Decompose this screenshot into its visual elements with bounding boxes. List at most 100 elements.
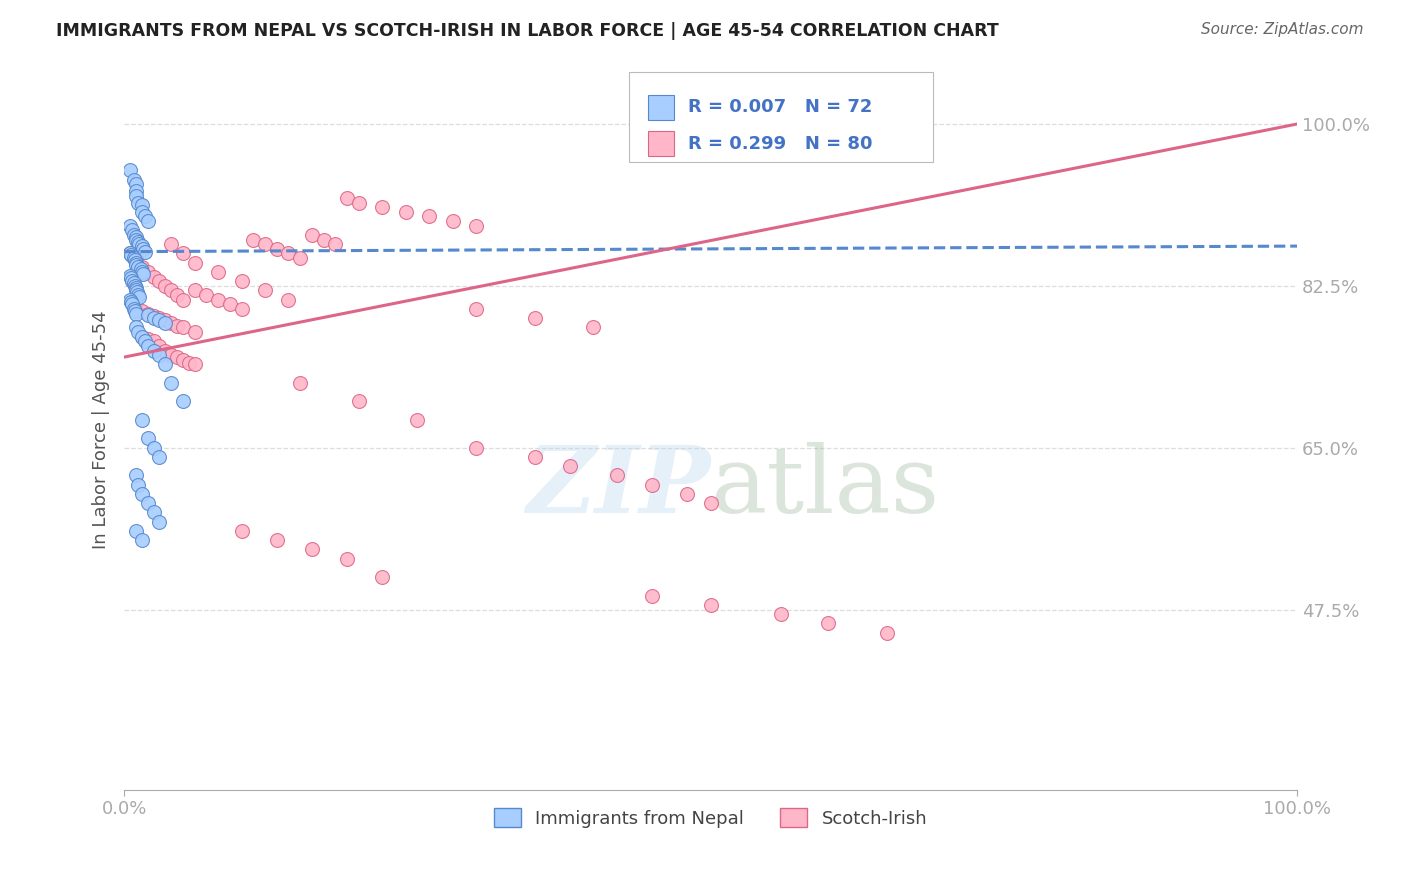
Point bbox=[769, 607, 792, 622]
Point bbox=[301, 542, 323, 557]
Point bbox=[125, 256, 148, 270]
Point bbox=[155, 358, 177, 372]
Point bbox=[155, 343, 177, 358]
Point bbox=[148, 339, 170, 353]
Point bbox=[465, 301, 488, 316]
Point bbox=[183, 256, 205, 270]
Point bbox=[122, 301, 145, 316]
Point bbox=[218, 297, 240, 311]
Point bbox=[155, 278, 177, 293]
Point bbox=[242, 233, 264, 247]
Point bbox=[183, 325, 205, 339]
Point bbox=[136, 265, 159, 279]
Point bbox=[172, 320, 194, 334]
Point bbox=[132, 267, 155, 281]
Point bbox=[131, 533, 153, 548]
Point bbox=[142, 269, 165, 284]
Point bbox=[125, 233, 148, 247]
Point bbox=[166, 318, 188, 333]
Point bbox=[125, 301, 148, 316]
Point bbox=[131, 330, 153, 344]
Point bbox=[122, 227, 145, 242]
Point bbox=[148, 311, 170, 326]
Point bbox=[125, 189, 148, 203]
Point bbox=[160, 237, 183, 252]
Point bbox=[136, 309, 159, 323]
FancyBboxPatch shape bbox=[648, 95, 675, 120]
Point bbox=[231, 301, 253, 316]
Point bbox=[301, 227, 323, 242]
Point bbox=[134, 244, 156, 259]
Point bbox=[699, 496, 721, 510]
Point bbox=[253, 284, 276, 298]
Point bbox=[136, 307, 159, 321]
Point bbox=[125, 177, 148, 191]
Point bbox=[207, 293, 229, 307]
Point bbox=[120, 294, 142, 309]
Point bbox=[582, 320, 605, 334]
Point bbox=[136, 496, 159, 510]
Text: R = 0.299   N = 80: R = 0.299 N = 80 bbox=[689, 135, 873, 153]
Point bbox=[127, 477, 149, 491]
FancyBboxPatch shape bbox=[648, 131, 675, 156]
Point bbox=[131, 260, 153, 275]
Point bbox=[148, 450, 170, 464]
Point bbox=[876, 625, 898, 640]
Point bbox=[676, 487, 699, 501]
Point bbox=[127, 235, 149, 250]
Point bbox=[231, 274, 253, 288]
Point bbox=[131, 413, 153, 427]
Point bbox=[131, 487, 153, 501]
Point bbox=[558, 459, 581, 474]
Point bbox=[134, 334, 156, 349]
Point bbox=[131, 205, 153, 219]
Point bbox=[131, 265, 153, 279]
Point bbox=[395, 205, 418, 219]
Point bbox=[207, 265, 229, 279]
Point bbox=[125, 281, 148, 295]
Point bbox=[127, 325, 149, 339]
Point bbox=[817, 616, 839, 631]
Point bbox=[172, 293, 194, 307]
Point bbox=[136, 432, 159, 446]
Point bbox=[120, 246, 142, 260]
Text: atlas: atlas bbox=[710, 442, 939, 532]
Point bbox=[142, 334, 165, 349]
Point bbox=[125, 258, 148, 272]
Point bbox=[120, 248, 142, 262]
Point bbox=[136, 332, 159, 346]
Point bbox=[172, 352, 194, 367]
Point bbox=[127, 195, 149, 210]
Point bbox=[125, 251, 148, 265]
Point bbox=[406, 413, 429, 427]
Point bbox=[120, 268, 142, 283]
Point bbox=[277, 246, 299, 260]
Point bbox=[125, 284, 148, 298]
Point bbox=[132, 242, 155, 256]
Point bbox=[122, 172, 145, 186]
FancyBboxPatch shape bbox=[628, 72, 934, 162]
Y-axis label: In Labor Force | Age 45-54: In Labor Force | Age 45-54 bbox=[93, 310, 110, 549]
Point bbox=[231, 524, 253, 538]
Point bbox=[347, 195, 370, 210]
Point bbox=[347, 394, 370, 409]
Point bbox=[155, 316, 177, 330]
Point bbox=[160, 284, 183, 298]
Point bbox=[465, 441, 488, 455]
Point bbox=[128, 237, 150, 252]
Point bbox=[166, 350, 188, 364]
Point bbox=[160, 316, 183, 330]
Point bbox=[148, 274, 170, 288]
Point bbox=[121, 223, 143, 237]
Text: ZIP: ZIP bbox=[526, 442, 710, 532]
Point bbox=[441, 214, 464, 228]
Point bbox=[120, 219, 142, 233]
Text: Source: ZipAtlas.com: Source: ZipAtlas.com bbox=[1201, 22, 1364, 37]
Point bbox=[155, 313, 177, 327]
Point bbox=[142, 310, 165, 324]
Point bbox=[160, 376, 183, 390]
Point bbox=[523, 450, 546, 464]
Point bbox=[136, 214, 159, 228]
Point bbox=[125, 468, 148, 483]
Point bbox=[277, 293, 299, 307]
